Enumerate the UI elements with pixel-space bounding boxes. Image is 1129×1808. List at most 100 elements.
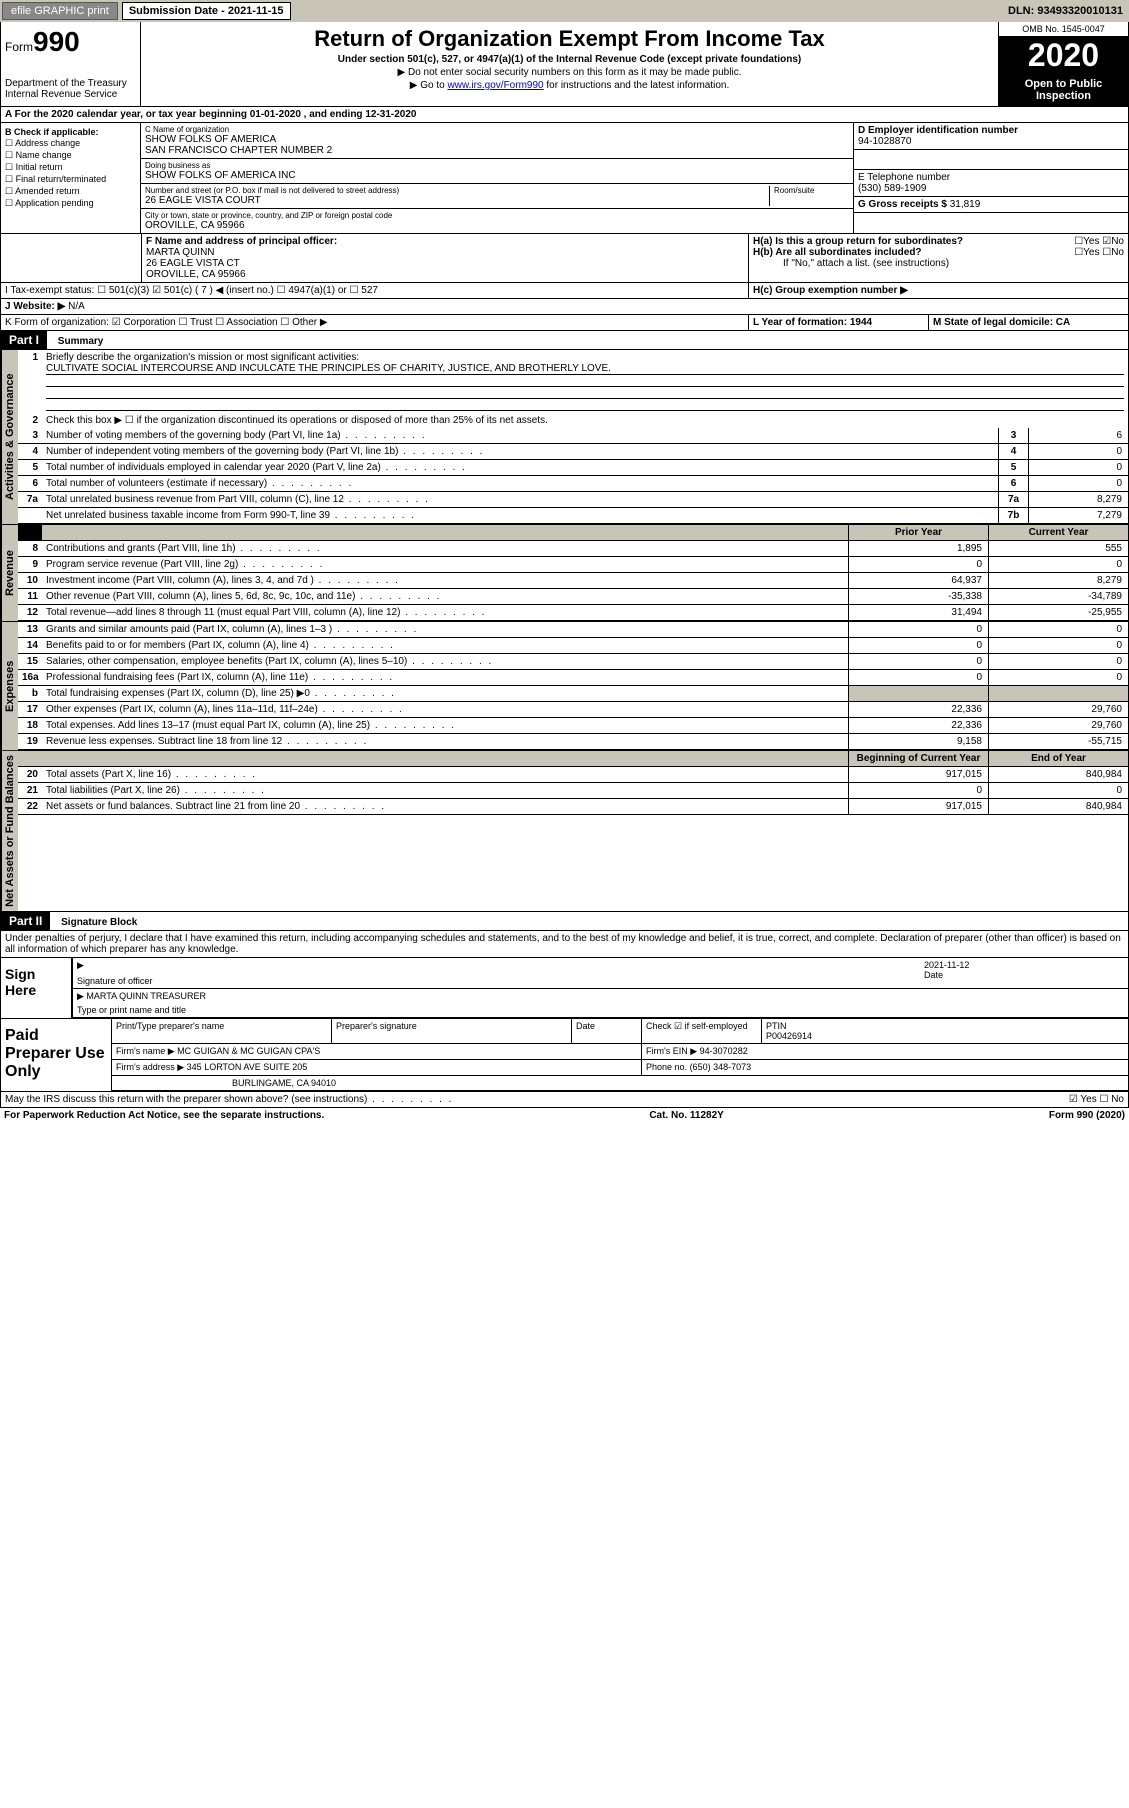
cb-initial[interactable]: ☐ Initial return bbox=[5, 162, 136, 173]
hdr-end: End of Year bbox=[988, 751, 1128, 766]
vtab-net: Net Assets or Fund Balances bbox=[1, 751, 18, 911]
cb-pending[interactable]: ☐ Application pending bbox=[5, 198, 136, 209]
exp-prior-16a: 0 bbox=[848, 670, 988, 685]
dln: DLN: 93493320010131 bbox=[1008, 5, 1127, 17]
sig-date-label: Date bbox=[924, 970, 943, 980]
dba-label: Doing business as bbox=[145, 161, 849, 170]
line-7b: Net unrelated business taxable income fr… bbox=[42, 508, 998, 523]
col-b-checkboxes: B Check if applicable: ☐ Address change … bbox=[1, 123, 141, 233]
top-bar: efile GRAPHIC print Submission Date - 20… bbox=[0, 0, 1129, 22]
expenses-section: Expenses 13Grants and similar amounts pa… bbox=[0, 622, 1129, 751]
discuss-ans[interactable]: ☑ Yes ☐ No bbox=[1065, 1092, 1128, 1107]
room-label: Room/suite bbox=[774, 186, 849, 195]
exp-prior-17: 22,336 bbox=[848, 702, 988, 717]
exp-prior-18: 22,336 bbox=[848, 718, 988, 733]
sign-here-label: Sign Here bbox=[1, 958, 71, 1018]
net-prior-22: 917,015 bbox=[848, 799, 988, 814]
row-k: K Form of organization: ☑ Corporation ☐ … bbox=[0, 315, 1129, 331]
efile-button[interactable]: efile GRAPHIC print bbox=[2, 2, 118, 20]
telephone: (530) 589-1909 bbox=[858, 183, 1124, 194]
net-line-20: Total assets (Part X, line 16) bbox=[42, 767, 848, 782]
irs-link[interactable]: www.irs.gov/Form990 bbox=[447, 80, 543, 91]
firm-addr-label: Firm's address ▶ bbox=[116, 1062, 184, 1072]
net-section: Net Assets or Fund Balances Beginning of… bbox=[0, 751, 1129, 912]
cb-name[interactable]: ☐ Name change bbox=[5, 150, 136, 161]
exp-curr-18: 29,760 bbox=[988, 718, 1128, 733]
firm-name-label: Firm's name ▶ bbox=[116, 1046, 175, 1056]
penalty-statement: Under penalties of perjury, I declare th… bbox=[0, 931, 1129, 958]
cb-final[interactable]: ☐ Final return/terminated bbox=[5, 174, 136, 185]
department: Department of the Treasury Internal Reve… bbox=[5, 78, 136, 100]
cb-address[interactable]: ☐ Address change bbox=[5, 138, 136, 149]
preparer-section: Paid Preparer Use Only Print/Type prepar… bbox=[0, 1019, 1129, 1092]
hb-note: If "No," attach a list. (see instruction… bbox=[753, 258, 1124, 269]
hdr-prior: Prior Year bbox=[848, 525, 988, 540]
exp-curr-15: 0 bbox=[988, 654, 1128, 669]
q1-label: Briefly describe the organization's miss… bbox=[46, 352, 359, 363]
line-5: Total number of individuals employed in … bbox=[42, 460, 998, 475]
vtab-expenses: Expenses bbox=[1, 622, 18, 750]
net-prior-21: 0 bbox=[848, 783, 988, 798]
phone: (650) 348-7073 bbox=[690, 1062, 752, 1072]
val-7b: 7,279 bbox=[1028, 508, 1128, 523]
hc-label: H(c) Group exemption number ▶ bbox=[753, 285, 908, 296]
row-j: J Website: ▶ N/A bbox=[0, 299, 1129, 315]
addr-label: Number and street (or P.O. box if mail i… bbox=[145, 186, 769, 195]
exp-curr-17: 29,760 bbox=[988, 702, 1128, 717]
org-name: SHOW FOLKS OF AMERICA bbox=[145, 134, 849, 145]
year-formation: L Year of formation: 1944 bbox=[748, 315, 928, 330]
rev-prior-12: 31,494 bbox=[848, 605, 988, 620]
line-6: Total number of volunteers (estimate if … bbox=[42, 476, 998, 491]
ein-label: D Employer identification number bbox=[858, 125, 1018, 136]
rev-prior-10: 64,937 bbox=[848, 573, 988, 588]
q1-mission: CULTIVATE SOCIAL INTERCOURSE AND INCULCA… bbox=[46, 363, 1124, 375]
rev-curr-12: -25,955 bbox=[988, 605, 1128, 620]
rev-line-11: Other revenue (Part VIII, column (A), li… bbox=[42, 589, 848, 604]
rev-prior-8: 1,895 bbox=[848, 541, 988, 556]
form-title: Return of Organization Exempt From Incom… bbox=[145, 26, 994, 52]
ha-ans[interactable]: ☐Yes ☑No bbox=[1074, 236, 1124, 247]
rev-prior-11: -35,338 bbox=[848, 589, 988, 604]
sig-name-label: Type or print name and title bbox=[77, 1005, 186, 1015]
exp-prior-15: 0 bbox=[848, 654, 988, 669]
prep-self-emp[interactable]: Check ☑ if self-employed bbox=[641, 1019, 761, 1043]
officer-addr2: OROVILLE, CA 95966 bbox=[146, 269, 246, 280]
form-header: Form990 Department of the Treasury Inter… bbox=[0, 22, 1129, 107]
tel-label: E Telephone number bbox=[858, 172, 1124, 183]
page-footer: For Paperwork Reduction Act Notice, see … bbox=[0, 1108, 1129, 1123]
footer-mid: Cat. No. 11282Y bbox=[649, 1110, 723, 1121]
cb-amended[interactable]: ☐ Amended return bbox=[5, 186, 136, 197]
website: N/A bbox=[68, 301, 85, 312]
rev-curr-8: 555 bbox=[988, 541, 1128, 556]
part2-title: Signature Block bbox=[53, 915, 145, 930]
open-public: Open to Public Inspection bbox=[999, 74, 1128, 106]
val-5: 0 bbox=[1028, 460, 1128, 475]
exp-line-14: Benefits paid to or for members (Part IX… bbox=[42, 638, 848, 653]
governance-section: Activities & Governance 1 Briefly descri… bbox=[0, 350, 1129, 525]
line-4: Number of independent voting members of … bbox=[42, 444, 998, 459]
tax-status-opts[interactable]: ☐ 501(c)(3) ☑ 501(c) ( 7 ) ◀ (insert no.… bbox=[97, 285, 378, 296]
exp-curr-14: 0 bbox=[988, 638, 1128, 653]
val-4: 0 bbox=[1028, 444, 1128, 459]
note-ssn: ▶ Do not enter social security numbers o… bbox=[145, 67, 994, 78]
rev-line-12: Total revenue—add lines 8 through 11 (mu… bbox=[42, 605, 848, 620]
exp-curr-16a: 0 bbox=[988, 670, 1128, 685]
dba: SHOW FOLKS OF AMERICA INC bbox=[145, 170, 849, 181]
part1-header: Part I bbox=[1, 331, 47, 349]
section-a: A For the 2020 calendar year, or tax yea… bbox=[0, 107, 1129, 123]
footer-right: Form 990 (2020) bbox=[1049, 1110, 1125, 1121]
hb-label: H(b) Are all subordinates included? bbox=[753, 247, 922, 258]
exp-curr-19: -55,715 bbox=[988, 734, 1128, 749]
gross-receipts: 31,819 bbox=[950, 199, 981, 210]
val-6: 0 bbox=[1028, 476, 1128, 491]
exp-line-18: Total expenses. Add lines 13–17 (must eq… bbox=[42, 718, 848, 733]
firm-addr: 345 LORTON AVE SUITE 205 bbox=[187, 1062, 308, 1072]
form-org[interactable]: K Form of organization: ☑ Corporation ☐ … bbox=[1, 315, 748, 330]
rev-curr-11: -34,789 bbox=[988, 589, 1128, 604]
prep-sig-label: Preparer's signature bbox=[331, 1019, 571, 1043]
ptin: P00426914 bbox=[766, 1031, 812, 1041]
sig-officer-label: Signature of officer bbox=[77, 976, 152, 986]
hb-ans[interactable]: ☐Yes ☐No bbox=[1074, 247, 1124, 258]
q2[interactable]: Check this box ▶ ☐ if the organization d… bbox=[42, 413, 1128, 428]
org-name2: SAN FRANCISCO CHAPTER NUMBER 2 bbox=[145, 145, 849, 156]
